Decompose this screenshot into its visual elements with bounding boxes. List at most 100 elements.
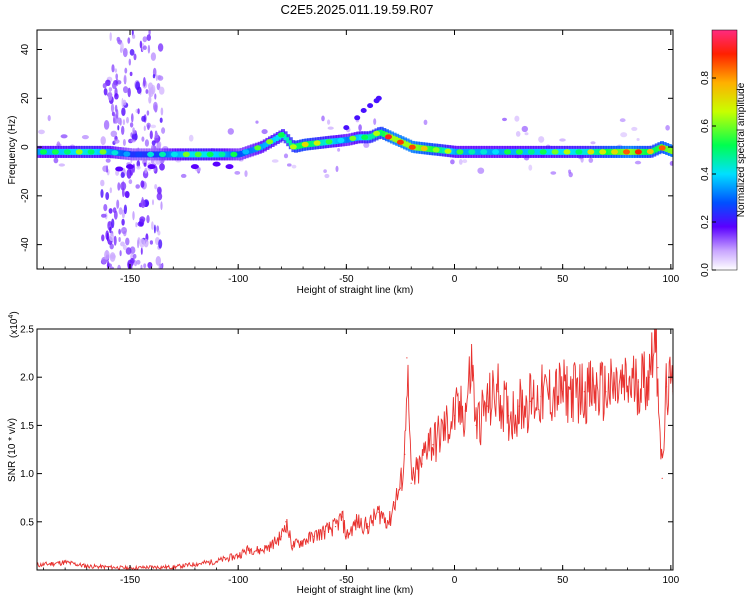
noise-cell	[105, 158, 111, 163]
snr-data-point	[270, 545, 272, 547]
ridge-peak	[194, 151, 202, 157]
ridge-cell	[628, 148, 632, 155]
ridge-cell	[226, 151, 230, 158]
snr-data-point	[627, 386, 629, 388]
snr-data-point	[313, 535, 315, 537]
ridge-cell	[382, 131, 386, 137]
ridge-peak	[432, 147, 440, 153]
ridge-cell	[499, 148, 503, 155]
ridge-peak	[313, 140, 321, 146]
ridge-peak	[277, 132, 285, 138]
noise-cell	[255, 120, 259, 124]
ridge-cell	[475, 148, 479, 155]
noise-cell	[153, 224, 156, 234]
ridge-cell	[275, 135, 279, 141]
x-tick-label: 50	[557, 575, 569, 586]
noise-cell	[146, 34, 151, 41]
ridge-peak	[492, 149, 500, 155]
ridge-peak	[527, 149, 535, 155]
noise-cell	[116, 118, 119, 123]
ridge-peak	[63, 149, 71, 155]
ridge-cell	[190, 151, 194, 158]
noise-cell	[141, 136, 145, 142]
ridge-cell	[47, 148, 51, 155]
y-tick-label: 0	[20, 144, 31, 150]
snr-data-point	[259, 550, 261, 552]
noise-cell	[524, 132, 529, 136]
noise-cell	[60, 134, 68, 139]
colorbar-tick-label: 0.4	[700, 167, 711, 181]
noise-cell	[143, 162, 147, 167]
noise-cell	[143, 77, 146, 87]
noise-cell	[139, 40, 143, 49]
noise-cell	[121, 107, 126, 116]
noise-cell	[127, 87, 131, 98]
noise-cell	[109, 243, 114, 250]
noise-cell	[154, 93, 157, 100]
ridge-peak	[385, 134, 392, 140]
noise-cell	[363, 142, 370, 148]
snr-data-point	[508, 415, 510, 417]
y-tick-label: 40	[20, 44, 31, 56]
ridge-cell	[595, 148, 599, 155]
snr-data-point	[86, 565, 88, 567]
snr-data-point	[285, 521, 287, 523]
noise-cell	[117, 182, 121, 191]
noise-cell	[140, 247, 143, 255]
noise-cell	[477, 167, 485, 174]
ridge-cell	[249, 147, 253, 154]
ridge-peak	[289, 144, 297, 150]
ridge-peak	[182, 151, 190, 157]
ridge-peak	[587, 149, 595, 155]
side-lobe	[147, 164, 156, 170]
ridge-cell	[358, 134, 362, 141]
noise-cell	[128, 179, 133, 185]
ridge-peak	[551, 149, 559, 155]
ridge-cell	[416, 144, 419, 151]
ridge-cell	[631, 148, 635, 155]
ridge-peak	[135, 151, 143, 157]
ridge-peak	[51, 149, 59, 155]
noise-cell	[287, 163, 292, 167]
noise-cell	[115, 73, 118, 80]
noise-cell	[528, 164, 533, 171]
x-tick-label: 100	[662, 274, 679, 285]
noise-cell	[634, 160, 642, 165]
noise-cell	[129, 122, 134, 128]
side-lobe	[126, 164, 134, 170]
side-lobe	[115, 166, 124, 172]
noise-cell	[101, 213, 107, 218]
noise-cell	[121, 97, 124, 108]
ridge-cell	[395, 136, 399, 143]
noise-cell	[114, 93, 119, 100]
noise-cell	[154, 184, 158, 190]
snr-scale-exponent: 4	[8, 315, 15, 319]
snr-data-point	[404, 453, 406, 455]
ridge-cell	[405, 141, 409, 148]
noise-cell	[324, 173, 330, 179]
noise-cell	[122, 119, 126, 126]
ridge-peak	[575, 149, 583, 155]
ridge-cell	[569, 148, 573, 155]
ridge-peak	[361, 134, 369, 140]
noise-cell	[109, 233, 115, 242]
noise-cell	[131, 113, 134, 123]
spectrogram-axes: -150 -100 -50 0 50 100 -40 -20 0 20 40	[20, 30, 680, 285]
noise-cell	[149, 130, 153, 140]
noise-cell	[137, 239, 140, 249]
noise-cell	[147, 262, 153, 269]
noise-cell	[109, 32, 112, 42]
ridge-cell	[644, 148, 648, 155]
noise-cell	[142, 36, 147, 43]
noise-cell	[107, 91, 113, 101]
noise-cell	[148, 96, 152, 104]
noise-cell	[118, 237, 121, 242]
side-lobe	[225, 164, 234, 170]
noise-cell	[105, 79, 111, 87]
ridge-cell	[140, 151, 144, 158]
noise-cell	[157, 141, 162, 147]
ridge-cell	[94, 148, 98, 155]
noise-cell	[151, 221, 154, 230]
noise-cell	[590, 141, 596, 145]
snr-data-point	[529, 400, 531, 402]
